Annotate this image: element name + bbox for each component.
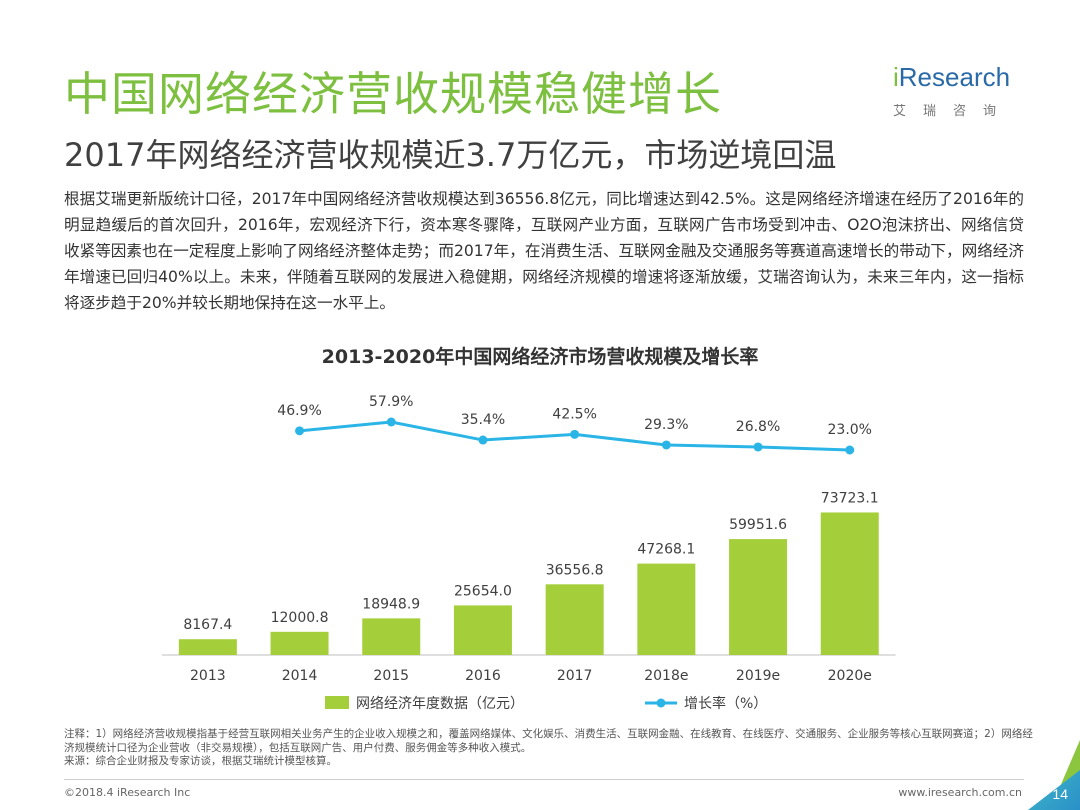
growth-point-2015 [386,417,396,427]
bar-label-2015: 18948.9 [362,596,420,612]
x-tick-2017: 2017 [557,668,593,684]
bar-2013 [178,639,237,655]
bar-label-2020e: 73723.1 [821,490,879,506]
x-tick-2014: 2014 [282,668,318,684]
growth-label-2019e: 26.8% [736,419,780,435]
x-tick-2016: 2016 [465,668,501,684]
bar-2019e [729,539,788,655]
bar-2015 [362,618,421,655]
legend-swatch-bars [325,696,349,709]
footer-copyright: ©2018.4 iResearch Inc [64,786,191,799]
iresearch-logo: iResearch 艾瑞咨询 [893,60,1033,124]
growth-point-2016 [478,435,488,445]
page-title: 中国网络经济营收规模稳健增长 [64,67,722,121]
growth-label-2016: 35.4% [461,412,505,428]
footer-divider [64,779,1024,780]
bar-label-2013: 8167.4 [183,617,232,633]
x-tick-2013: 2013 [190,668,226,684]
logo-brand: iResearch [893,62,1011,92]
growth-point-2018e [661,440,671,450]
bar-label-2017: 36556.8 [546,562,604,578]
bar-label-2019e: 59951.6 [729,517,787,533]
growth-label-2017: 42.5% [552,406,596,422]
legend-swatch-point [656,698,666,708]
bar-2018e [637,563,696,655]
footer-url[interactable]: www.iresearch.com.cn [898,786,1022,799]
growth-point-2020e [845,445,855,455]
revenue-growth-chart: 8167.4 2013 12000.8 2014 18948.9 2015 25654.0 2… [162,394,896,712]
bar-label-2016: 25654.0 [454,583,512,599]
x-tick-2015: 2015 [373,668,409,684]
growth-point-2019e [753,442,763,452]
logo-i-glyph: i [893,62,899,92]
growth-point-2014 [295,426,305,436]
growth-label-2020e: 23.0% [828,422,872,438]
page-subtitle: 2017年网络经济营收规模近3.7万亿元，市场逆境回温 [64,136,837,174]
chart-title: 2013-2020年中国网络经济市场营收规模及增长率 [321,346,759,368]
growth-point-2017 [570,429,580,439]
logo-cn: 艾瑞咨询 [893,104,1014,119]
page-number: 14 [1052,786,1068,802]
bar-2020e [820,512,879,655]
chart-notes: 注释：1）网络经济营收规模指基于经营互联网相关业务产生的企业收入规模之和，覆盖网… [64,728,1034,769]
legend-label-bars: 网络经济年度数据（亿元） [356,696,524,712]
x-tick-2018e: 2018e [644,668,688,684]
legend-label-line: 增长率（%） [684,695,767,712]
note-line-1: 注释：1）网络经济营收规模指基于经营互联网相关业务产生的企业收入规模之和，覆盖网… [64,728,1033,754]
bar-label-2014: 12000.8 [271,610,329,626]
x-tick-2019e: 2019e [736,668,780,684]
body-paragraph: 根据艾瑞更新版统计口径，2017年中国网络经济营收规模达到36556.8亿元，同… [64,190,1024,312]
bar-2014 [270,631,329,655]
bar-2016 [453,605,512,655]
growth-label-2014: 46.9% [277,403,321,419]
note-line-2: 来源：综合企业财报及专家访谈，根据艾瑞统计模型核算。 [64,755,337,767]
growth-label-2018e: 29.3% [644,417,688,433]
bar-label-2018e: 47268.1 [637,542,695,558]
growth-label-2015: 57.9% [369,394,413,410]
x-tick-2020e: 2020e [828,668,872,684]
bar-2017 [545,584,604,655]
